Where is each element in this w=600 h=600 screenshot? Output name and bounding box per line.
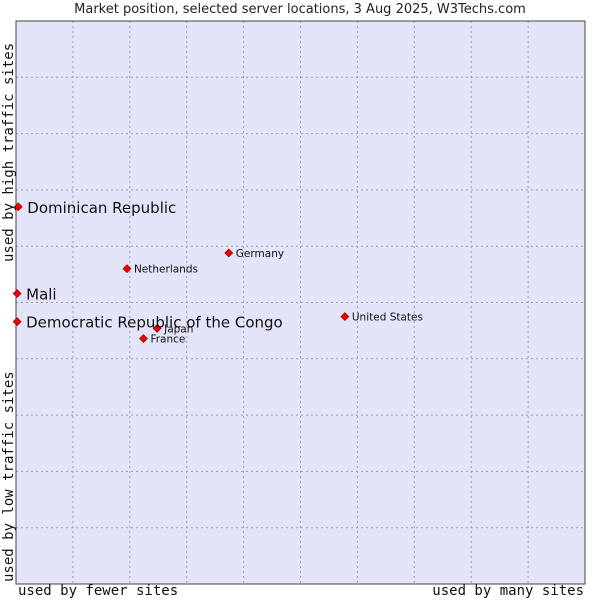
- data-point-france: [139, 334, 148, 343]
- plot-border: [15, 20, 586, 585]
- point-label-united-states: United States: [352, 312, 423, 324]
- chart-title: Market position, selected server locatio…: [74, 2, 526, 17]
- data-point-germany: [224, 248, 234, 258]
- x-axis-label-right: used by many sites: [432, 583, 584, 599]
- data-point-dominican-republic: [13, 202, 23, 212]
- point-label-dominican-republic: Dominican Republic: [27, 199, 176, 217]
- y-axis-label-bottom: used by low traffic sites: [1, 371, 17, 582]
- data-point-mali: [12, 289, 22, 298]
- point-label-mali: Mali: [26, 285, 56, 303]
- point-label-netherlands: Netherlands: [134, 264, 198, 276]
- point-label-democratic-republic-of-the-congo: Democratic Republic of the Congo: [26, 314, 283, 332]
- point-label-germany: Germany: [236, 248, 284, 260]
- point-label-france: France: [150, 334, 185, 346]
- data-point-netherlands: [122, 264, 132, 274]
- data-point-democratic-republic-of-the-congo: [12, 317, 22, 327]
- data-point-united-states: [340, 312, 350, 321]
- y-axis-label-top: used by high traffic sites: [1, 42, 17, 262]
- data-point-japan: [152, 323, 162, 333]
- x-axis-label-left: used by fewer sites: [18, 583, 179, 599]
- point-label-japan: Japan: [163, 323, 193, 335]
